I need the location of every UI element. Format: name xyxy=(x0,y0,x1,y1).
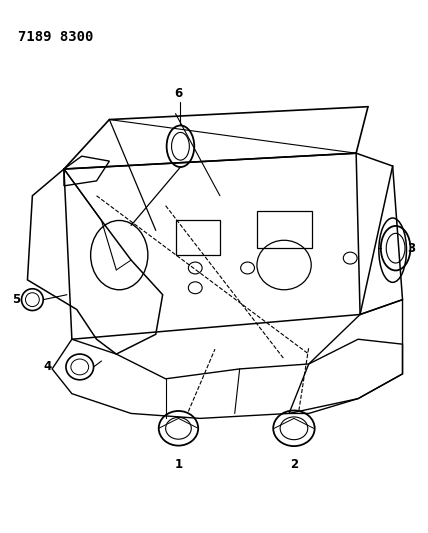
Text: 6: 6 xyxy=(174,87,183,100)
Text: 7189 8300: 7189 8300 xyxy=(18,30,93,44)
Text: 3: 3 xyxy=(407,241,416,255)
Bar xyxy=(175,221,220,255)
Text: 1: 1 xyxy=(174,458,182,471)
Text: 5: 5 xyxy=(12,293,21,306)
Text: 4: 4 xyxy=(43,360,51,374)
Bar xyxy=(257,211,312,248)
Text: 2: 2 xyxy=(290,458,298,471)
